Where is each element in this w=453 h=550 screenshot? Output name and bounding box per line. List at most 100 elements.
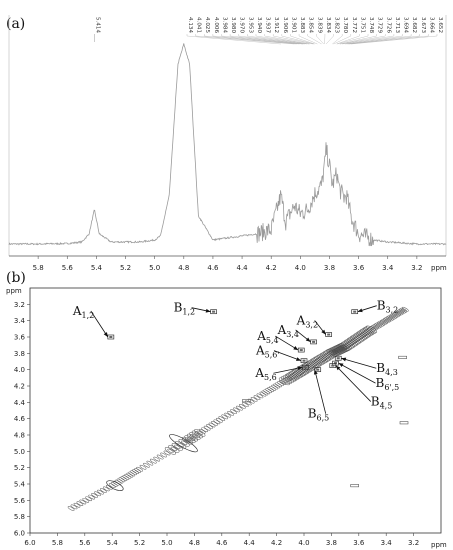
b-diagonal-contour — [236, 405, 243, 411]
b-extra-peak — [398, 355, 407, 359]
b-annotation-letter: B — [376, 376, 385, 390]
b-diagonal-contour — [253, 395, 261, 400]
a-peak-connector — [247, 34, 308, 45]
b-diagonal-contour — [273, 383, 280, 389]
a-peak-connector — [229, 34, 304, 45]
b-annotation-letter: A — [254, 366, 264, 380]
b-diagonal-contour — [196, 430, 203, 435]
b-diagonal-contour — [108, 483, 116, 488]
a-x-tick-label: 3.2 — [411, 264, 422, 272]
b-annotation-arrow — [273, 350, 302, 362]
a-peak-connector — [339, 34, 377, 45]
b-diagonal-contour — [91, 493, 98, 498]
b-diagonal-contour — [110, 482, 118, 487]
panel-b-frame — [29, 287, 442, 534]
a-peak-connector — [273, 34, 314, 45]
b-y-tick-label: 5.6 — [14, 497, 26, 505]
b-diagonal-contour — [120, 476, 128, 481]
b-y-tick-label: 6.0 — [14, 530, 25, 538]
b-diagonal-contour — [191, 430, 203, 439]
a-peak-connector — [238, 34, 305, 45]
b-annotation-subscript: 6,5 — [317, 414, 330, 423]
b-x-tick-label: 4.4 — [244, 539, 256, 547]
a-peak-label: 3.901 — [290, 17, 296, 33]
b-annotation-letter: A — [277, 323, 287, 337]
a-x-tick-label: 5.0 — [149, 264, 160, 272]
b-x-tick-label: 4.2 — [271, 539, 282, 547]
b-diagonal-contour — [323, 353, 331, 359]
a-peak-connector — [344, 34, 403, 45]
b-annotation-label: B4,5 — [371, 395, 393, 411]
b-diagonal-contour — [82, 498, 90, 503]
a-x-tick-label: 4.8 — [178, 264, 189, 272]
b-y-tick-label: 3.8 — [14, 350, 25, 358]
a-peak-connector — [332, 34, 343, 45]
b-diagonal-contour — [218, 416, 226, 421]
b-diagonal-contour — [194, 432, 201, 437]
b-annotation-arrow — [335, 365, 372, 402]
b-y-tick-label: 5.4 — [14, 481, 26, 489]
b-diagonal-contour — [374, 323, 381, 329]
b-annotation-arrow — [273, 366, 303, 374]
b-diagonal-contour — [170, 446, 177, 451]
b-diagonal-contour — [368, 327, 375, 332]
b-x-tick-label: 3.6 — [353, 539, 365, 547]
b-diagonal-contour — [97, 489, 104, 495]
b-diagonal-contour — [124, 474, 132, 479]
b-annotation-arrowhead — [313, 369, 318, 375]
a-peak-label: 4.006 — [213, 17, 219, 33]
b-diagonal-contour — [275, 382, 282, 388]
b-annotation-arrow — [314, 369, 327, 414]
b-diagonal-contour — [130, 470, 138, 476]
panel-b-x-unit: ppm — [431, 541, 447, 549]
b-x-tick-label: 5.2 — [134, 539, 145, 547]
b-diagonal-contour — [364, 329, 371, 335]
b-diagonal-contour — [396, 310, 403, 316]
a-peak-label: 5.414 — [94, 17, 100, 33]
b-diagonal-contour — [394, 311, 402, 316]
a-x-tick-label: 4.4 — [236, 264, 248, 272]
b-diagonal-contour — [167, 448, 174, 454]
b-annotation-label: A5,6' — [255, 344, 280, 360]
b-diagonal-contour — [375, 322, 383, 328]
b-diagonal-contour — [256, 393, 264, 399]
a-peak-connector — [340, 34, 386, 45]
a-x-tick-label: 5.4 — [91, 264, 103, 272]
b-diagonal-contour — [390, 314, 397, 319]
panel-a-x-ticks: 5.8 5.6 5.4 5.2 5.0 4.8 4.6 4.4 4.2 4.0 3.8 3.6 3.4 3… — [33, 256, 422, 272]
b-diagonal-contour — [175, 440, 187, 449]
b-diagonal-contour — [295, 370, 303, 375]
panel-a-label: (a) — [6, 16, 25, 32]
b-diagonal-contour — [189, 432, 201, 440]
a-peak-label: 3.906 — [282, 17, 288, 33]
a-x-tick-label: 4.2 — [266, 264, 277, 272]
b-annotation-arrowhead — [341, 357, 347, 362]
b-diagonal-contour — [384, 317, 392, 323]
b-x-tick-label: 3.2 — [408, 539, 419, 547]
a-peak-connector — [204, 34, 297, 45]
b-diagonal-contour — [325, 352, 332, 358]
b-y-tick-label: 4.6 — [14, 415, 26, 423]
b-x-tick-label: 5.4 — [107, 539, 119, 547]
b-diagonal-contour — [181, 440, 188, 445]
a-x-tick-label: 3.4 — [382, 264, 394, 272]
b-diagonal-contour — [322, 354, 329, 359]
a-peak-label: 3.713 — [394, 17, 400, 33]
b-diagonal-contour — [382, 318, 390, 323]
b-annotation-subscript: 6',5 — [384, 383, 399, 392]
b-diagonal-contour — [178, 438, 190, 447]
b-diagonal-contour — [118, 477, 126, 483]
b-cross-peak-core — [303, 366, 307, 369]
b-diagonal-contour — [376, 321, 384, 327]
b-annotation-letter: B — [174, 301, 183, 315]
b-diagonal-contour — [365, 325, 378, 334]
b-diagonal-contour — [189, 435, 196, 440]
b-diagonal-contour — [261, 390, 269, 396]
a-peak-label: 3.937 — [265, 17, 271, 33]
panel-b-ticks: 6.0 5.8 5.6 5.4 5.2 5.0 4.8 4.6 4.4 4.2 4.0 3.8 3.6 3… — [14, 301, 419, 547]
a-peak-connector — [336, 34, 360, 45]
b-diagonal-contour — [70, 504, 78, 510]
b-annotation-arrowhead — [305, 337, 311, 342]
b-diagonal-contour — [309, 362, 316, 367]
b-diagonal-contour — [100, 488, 107, 493]
